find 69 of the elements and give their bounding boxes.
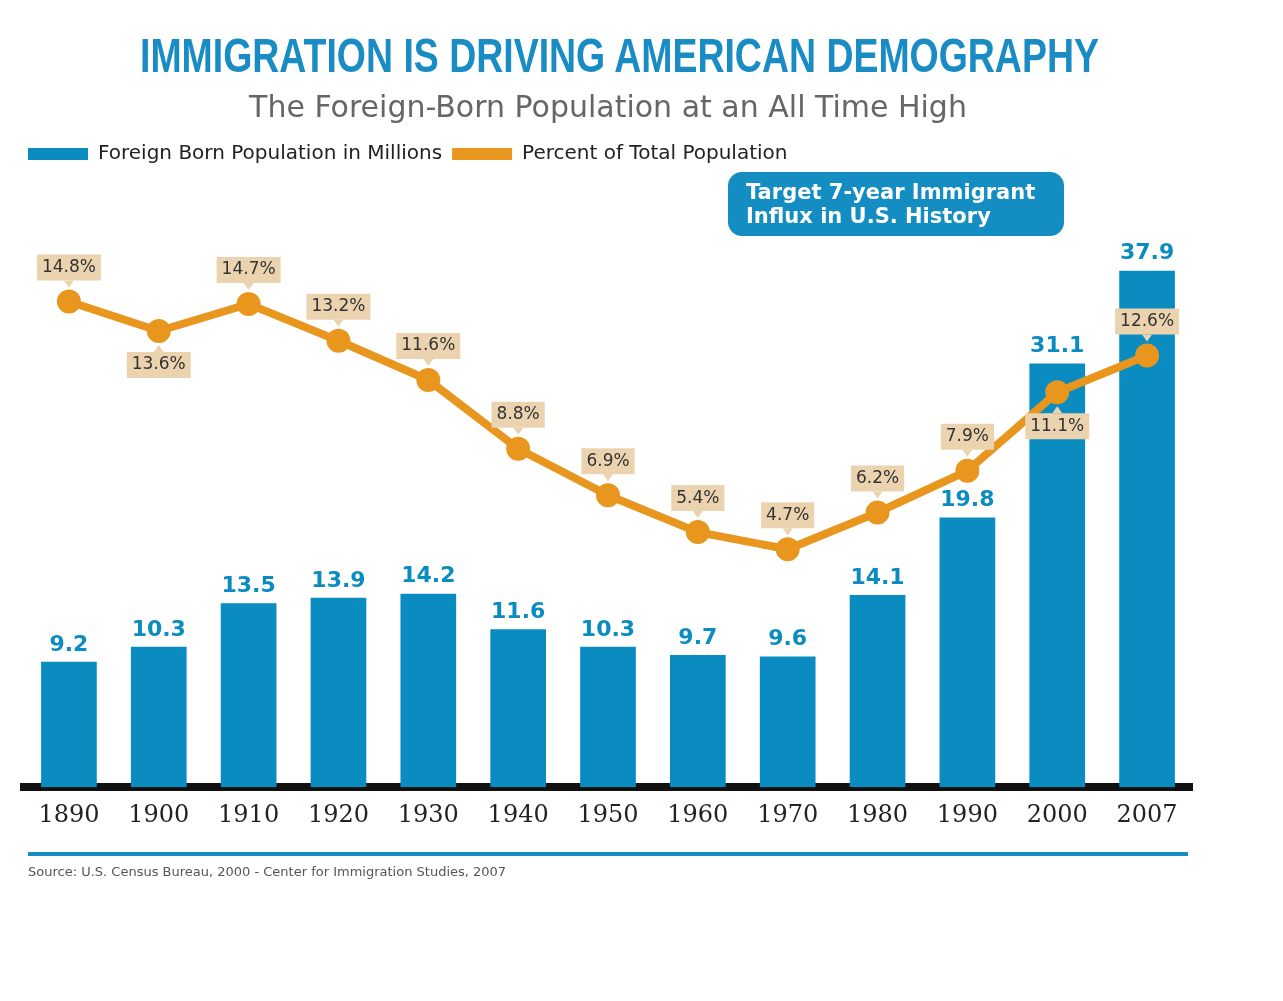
data-label: 7.9% [945,425,989,446]
point [955,458,980,483]
x-tick-label: 2007 [1116,799,1178,828]
data-label: 13.2% [311,295,366,316]
data-label: 19.8 [940,486,995,512]
bar [220,603,277,788]
x-tick-label: 1940 [487,799,549,828]
data-label: 5.4% [676,486,720,507]
bar [310,597,367,788]
point [416,368,441,393]
point [56,289,81,314]
x-tick-label: 1950 [577,799,639,828]
bar [669,655,726,788]
data-label: 9.2 [49,630,89,656]
x-tick-label: 1970 [757,799,819,828]
x-tick-label: 1930 [397,799,459,828]
point [685,520,710,545]
data-label: 14.1 [850,563,905,589]
x-tick-label: 1900 [128,799,190,828]
data-label: 11.6 [491,597,546,623]
point [236,292,261,316]
x-tick-label: 1910 [218,799,280,828]
data-label: 12.6% [1120,309,1175,330]
bar [130,646,187,788]
chart-subtitle: The Foreign-Born Population at an All Time High [248,89,968,124]
bar [41,661,97,788]
data-label: 13.9 [311,566,366,592]
data-label: 4.7% [766,503,810,524]
callout: Target 7-year Immigrant Influx in U.S. History [728,172,1064,237]
bar [580,646,636,788]
bar [849,595,906,788]
x-tick-label: 1990 [936,799,998,828]
x-tick-label: 1890 [38,799,100,828]
data-label: 6.9% [586,449,630,470]
data-label: 31.1 [1030,332,1085,358]
data-label: 37.9 [1119,239,1175,265]
data-label: 14.7% [221,258,276,279]
legend-label: Foreign Born Population in Millions [98,140,443,165]
source-note: Source: U.S. Census Bureau, 2000 - Center for Immigration Studies, 2007 [28,864,507,879]
data-label: 13.5 [221,571,276,597]
bar [490,629,547,788]
x-tick-label: 1960 [667,799,729,828]
point [1045,380,1070,405]
point [506,436,531,461]
data-label: 14.2 [401,562,456,588]
data-label: 13.6% [131,353,186,374]
chart-title: IMMIGRATION IS DRIVING AMERICAN DEMOGRAPHY [140,28,1099,83]
data-label: 10.3 [580,615,636,641]
x-tick-label: 1980 [847,799,909,828]
point [865,500,890,525]
x-tick-label: 1920 [307,799,369,828]
data-label: 9.6 [768,625,808,651]
bar [759,656,816,788]
data-label: 11.6% [401,334,456,355]
point [326,328,351,353]
data-label: 10.3 [131,615,186,641]
x-tick-label: 2000 [1026,799,1088,828]
legend-label: Percent of Total Population [522,140,788,165]
point [596,483,620,508]
bar [939,517,996,788]
point [146,318,171,343]
point [775,537,800,562]
data-label: 6.2% [855,466,900,487]
bar [400,593,457,788]
point [1135,343,1160,368]
data-label: 8.8% [496,403,540,424]
data-label: 9.7 [678,623,718,649]
data-label: 14.8% [41,255,96,276]
data-label: 11.1% [1030,414,1085,435]
